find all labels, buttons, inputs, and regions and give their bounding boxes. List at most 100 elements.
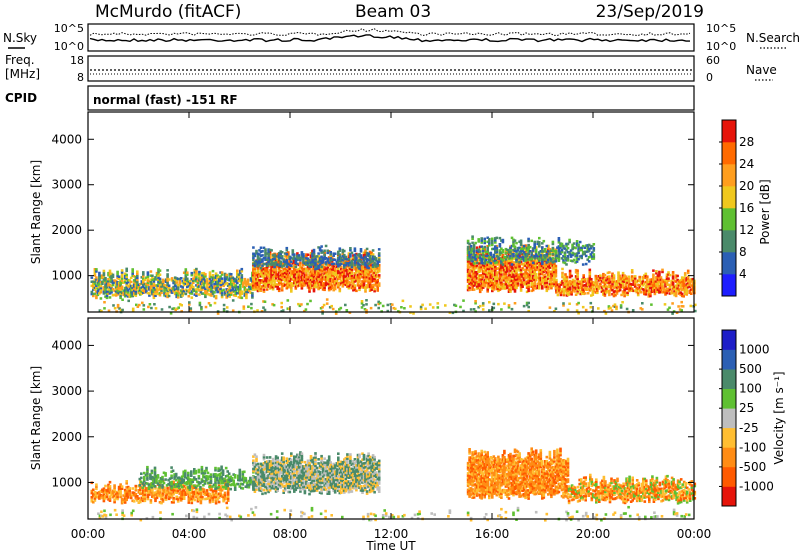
- range-gate-cell: [556, 246, 559, 249]
- range-gate-cell: [288, 281, 292, 285]
- range-gate-cell: [204, 291, 207, 294]
- range-gate-cell: [489, 284, 493, 287]
- range-gate-cell: [136, 286, 139, 290]
- range-gate-cell: [486, 281, 489, 285]
- range-gate-cell: [256, 275, 260, 278]
- range-gate-cell: [258, 289, 261, 292]
- range-gate-cell: [494, 273, 497, 277]
- range-gate-cell: [544, 283, 547, 287]
- range-gate-cell: [288, 259, 292, 262]
- range-gate-cell: [469, 256, 473, 260]
- range-gate-cell: [647, 293, 651, 296]
- range-gate-cell: [219, 285, 222, 289]
- range-gate-cell: [566, 246, 570, 250]
- range-gate-cell: [293, 253, 296, 256]
- range-gate-cell: [253, 254, 257, 258]
- range-gate-cell: [364, 278, 367, 281]
- range-gate-cell: [264, 281, 267, 284]
- range-gate-cell: [361, 284, 364, 287]
- range-gate-cell: [477, 306, 480, 309]
- range-gate-cell: [329, 251, 332, 254]
- range-gate-cell: [646, 281, 649, 284]
- range-gate-cell: [518, 260, 521, 264]
- range-gate-cell: [603, 286, 607, 289]
- range-gate-cell: [125, 267, 128, 271]
- range-gate-cell: [353, 286, 357, 289]
- range-gate-cell: [117, 487, 121, 491]
- range-gate-cell: [255, 260, 258, 263]
- range-gate-cell: [312, 275, 316, 279]
- range-gate-cell: [137, 501, 141, 504]
- range-gate-cell: [228, 274, 231, 278]
- range-gate-cell: [683, 292, 687, 295]
- range-gate-cell: [214, 280, 218, 284]
- range-gate-cell: [588, 278, 592, 282]
- range-gate-cell: [128, 287, 131, 290]
- range-gate-cell: [326, 278, 329, 281]
- range-gate-cell: [108, 491, 112, 494]
- range-gate-cell: [210, 488, 213, 492]
- range-gate-cell: [501, 278, 505, 282]
- range-gate-cell: [352, 266, 355, 269]
- range-gate-cell: [573, 290, 576, 293]
- range-gate-cell: [340, 269, 343, 273]
- range-gate-cell: [296, 285, 299, 288]
- range-gate-cell: [181, 489, 184, 492]
- range-gate-cell: [343, 278, 346, 281]
- range-gate-cell: [186, 277, 189, 280]
- range-gate-cell: [640, 291, 643, 294]
- range-gate-cell: [252, 262, 255, 266]
- range-gate-cell: [484, 254, 488, 258]
- range-gate-cell: [293, 257, 296, 260]
- range-gate-cell: [353, 274, 357, 277]
- range-gate-cell: [471, 286, 474, 289]
- range-gate-cell: [268, 252, 272, 255]
- range-gate-cell: [643, 282, 646, 285]
- range-gate-cell: [145, 288, 148, 292]
- range-gate-cell: [139, 486, 142, 489]
- range-gate-cell: [495, 263, 499, 266]
- range-gate-cell: [120, 487, 124, 490]
- range-gate-cell: [214, 495, 218, 499]
- range-gate-cell: [208, 273, 212, 276]
- range-gate-cell: [377, 266, 381, 269]
- range-gate-cell: [547, 265, 550, 268]
- range-gate-cell: [364, 286, 367, 289]
- range-gate-cell: [120, 281, 124, 284]
- range-gate-cell: [309, 263, 313, 266]
- range-gate-cell: [527, 260, 530, 264]
- range-gate-cell: [219, 271, 222, 274]
- range-gate-cell: [252, 254, 255, 257]
- range-gate-cell: [145, 286, 148, 290]
- range-gate-cell: [214, 497, 218, 501]
- range-gate-cell: [588, 274, 592, 278]
- range-gate-cell: [483, 282, 486, 286]
- range-gate-cell: [137, 291, 141, 295]
- range-gate-cell: [480, 278, 483, 281]
- range-gate-cell: [236, 273, 239, 277]
- range-gate-cell: [627, 279, 631, 283]
- range-gate-cell: [578, 249, 582, 252]
- range-gate-cell: [154, 290, 157, 293]
- range-gate-cell: [370, 260, 373, 263]
- range-gate-cell: [226, 499, 230, 502]
- range-gate-cell: [258, 253, 261, 256]
- range-gate-cell: [478, 280, 482, 283]
- range-gate-cell: [522, 283, 526, 286]
- range-gate-cell: [199, 491, 203, 494]
- range-gate-cell: [369, 306, 373, 310]
- range-gate-cell: [239, 277, 242, 281]
- range-gate-cell: [220, 293, 224, 297]
- cpid-panel-frame: [87, 85, 695, 111]
- range-gate-cell: [228, 291, 231, 294]
- range-gate-cell: [140, 476, 143, 480]
- range-gate-cell: [531, 270, 535, 273]
- range-gate-cell: [349, 263, 352, 266]
- range-gate-cell: [223, 274, 227, 278]
- range-gate-cell: [107, 292, 110, 295]
- range-gate-cell: [488, 269, 491, 273]
- range-gate-cell: [519, 285, 523, 288]
- range-gate-cell: [500, 308, 503, 311]
- range-gate-cell: [612, 292, 616, 296]
- range-gate-cell: [155, 490, 159, 493]
